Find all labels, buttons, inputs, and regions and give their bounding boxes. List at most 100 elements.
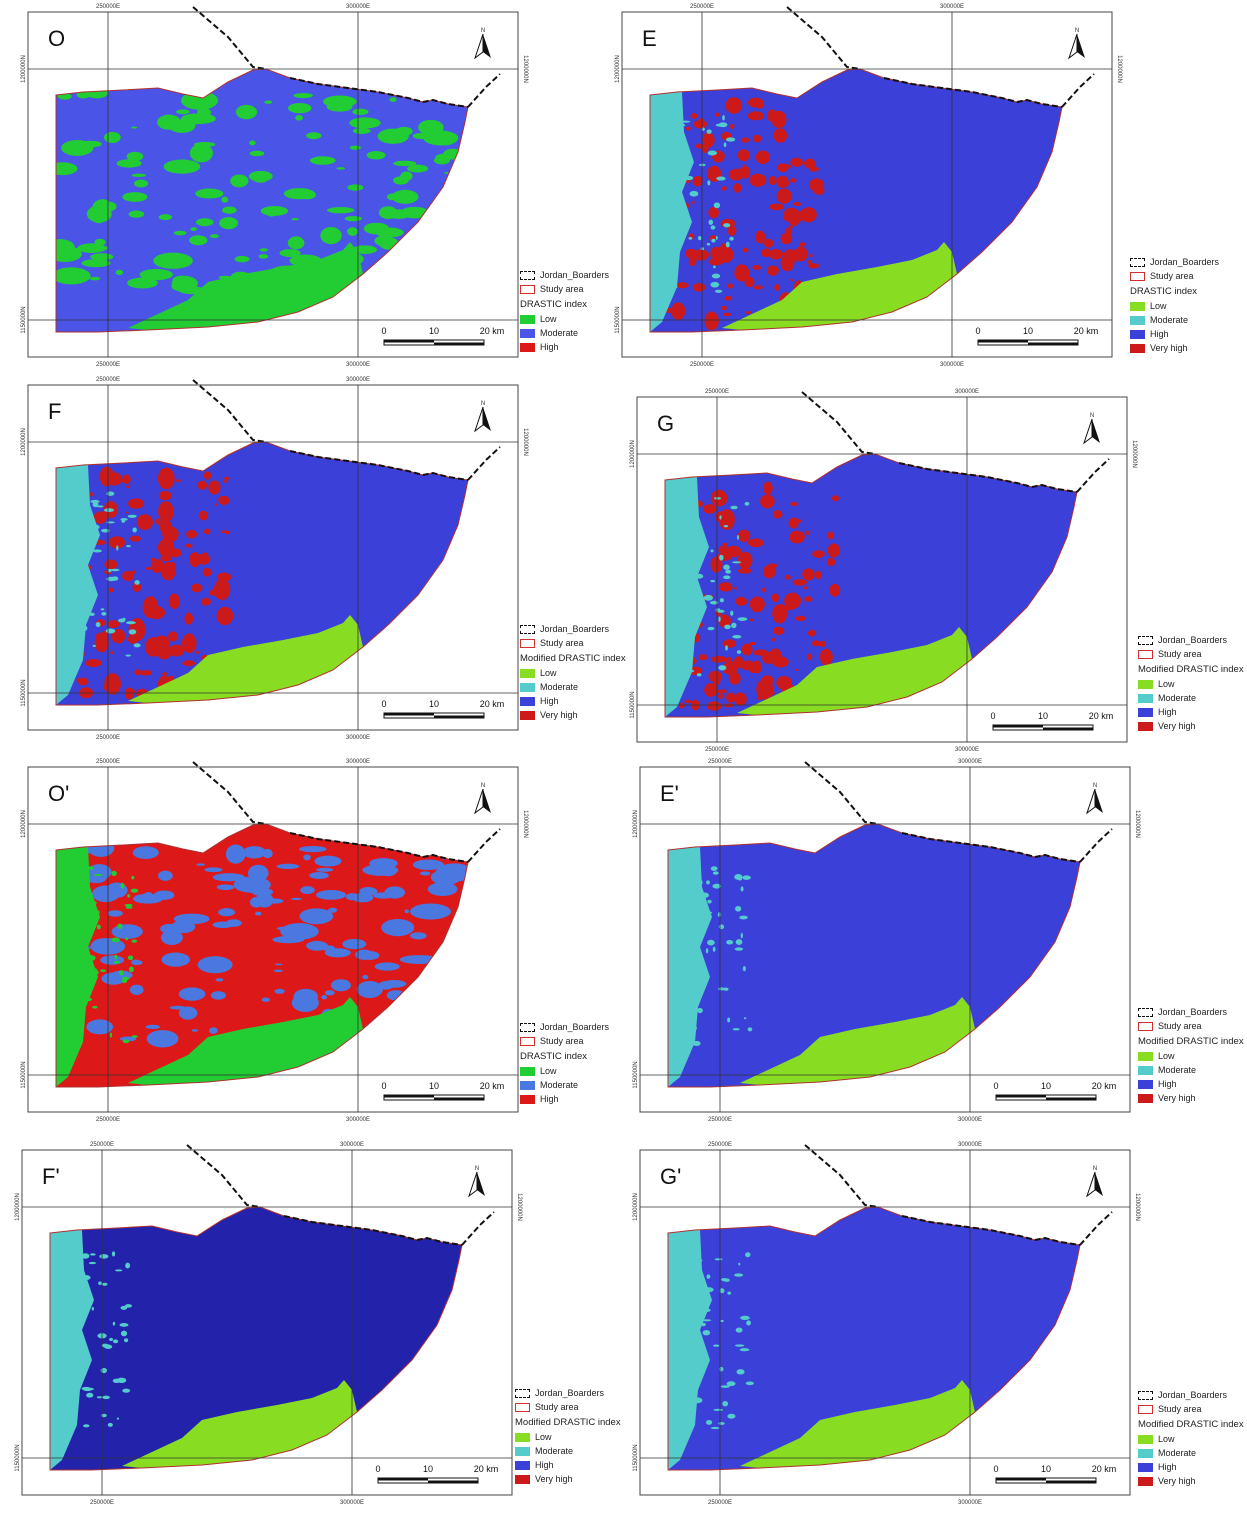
very-high-patch <box>814 570 822 580</box>
class-patch <box>276 863 300 870</box>
legend-item-high: High <box>520 1092 609 1106</box>
class-patch <box>712 265 716 269</box>
svg-text:N: N <box>481 28 485 34</box>
class-patch <box>235 104 258 120</box>
class-patch <box>82 1387 93 1392</box>
class-patch <box>112 1339 119 1344</box>
class-patch <box>122 617 126 622</box>
legend-swatch <box>515 1460 530 1470</box>
grid-label-e: 250000E <box>96 759 120 765</box>
very-high-patch <box>168 644 185 657</box>
class-patch <box>88 1261 97 1265</box>
legend-item-moderate: Moderate <box>520 680 626 694</box>
legend-swatch <box>520 1036 535 1046</box>
very-high-patch <box>737 551 753 569</box>
class-patch <box>706 880 710 885</box>
jordan-border-line <box>186 1144 495 1246</box>
class-patch <box>375 227 404 238</box>
class-patch <box>93 938 118 948</box>
class-patch <box>101 972 126 985</box>
class-patch <box>163 159 201 174</box>
class-patch <box>128 966 134 973</box>
very-high-patch <box>735 596 748 606</box>
very-high-patch <box>126 485 131 489</box>
very-high-patch <box>699 117 704 123</box>
legend-label: High <box>540 342 559 352</box>
class-patch <box>715 608 721 612</box>
class-patch <box>248 170 273 182</box>
grid-label-n: 1200000N <box>15 1193 21 1221</box>
left-strip-class <box>650 92 694 332</box>
legend-label: Moderate <box>1158 693 1197 703</box>
class-patch <box>315 890 347 900</box>
class-patch <box>157 114 181 130</box>
very-high-patch <box>726 545 742 558</box>
svg-text:10: 10 <box>1023 326 1033 336</box>
class-patch <box>347 227 358 236</box>
legend-swatch <box>1138 721 1153 731</box>
legend-item-moderate: Moderate <box>1138 1063 1244 1077</box>
very-high-patch <box>763 238 774 248</box>
legend-item-study-area: Study area <box>520 1034 609 1048</box>
class-patch <box>701 1308 711 1313</box>
class-patch <box>705 948 709 954</box>
very-high-patch <box>727 283 734 289</box>
legend-swatch <box>520 342 535 352</box>
legend-label: Study area <box>540 638 584 648</box>
class-patch <box>670 213 678 217</box>
legend-title: Modified DRASTIC index <box>515 1417 621 1428</box>
class-patch <box>702 1330 711 1336</box>
legend-item-high: High <box>1138 705 1244 719</box>
class-patch <box>95 621 101 628</box>
svg-text:0: 0 <box>375 1464 380 1474</box>
grid-label-n: 1150000N <box>21 1061 27 1088</box>
class-patch <box>712 883 722 889</box>
very-high-patch <box>218 496 227 503</box>
class-patch <box>173 230 187 236</box>
legend-label: Study area <box>1158 1021 1202 1031</box>
class-patch <box>120 518 128 521</box>
class-patch <box>730 505 738 510</box>
class-patch <box>120 1330 128 1337</box>
very-high-patch <box>718 693 724 700</box>
class-patch <box>249 150 265 157</box>
class-patch <box>117 923 123 930</box>
legend-item-moderate: Moderate <box>515 1444 621 1458</box>
legend-item-high: High <box>520 340 609 354</box>
class-patch <box>740 932 743 939</box>
map-panel-g: 250000E 300000E 250000E 300000E 1200000N 1150… <box>630 389 1237 767</box>
legend-label: Jordan_Boarders <box>1158 635 1228 645</box>
very-high-patch <box>777 163 789 173</box>
very-high-patch <box>711 208 719 216</box>
class-patch <box>77 1264 82 1268</box>
class-patch <box>134 580 140 585</box>
very-high-patch <box>771 637 776 642</box>
very-high-patch <box>795 668 799 671</box>
class-patch <box>726 1381 736 1387</box>
very-high-patch <box>769 203 784 211</box>
very-high-patch <box>104 673 121 695</box>
legend-label: High <box>1158 707 1177 717</box>
class-patch <box>118 970 124 976</box>
class-patch <box>692 927 699 930</box>
class-patch <box>132 527 137 533</box>
class-patch <box>261 997 270 1002</box>
very-high-patch <box>720 305 727 311</box>
jordan-border-line <box>192 761 501 863</box>
very-high-patch <box>148 605 165 620</box>
very-high-patch <box>162 671 167 676</box>
very-high-patch <box>127 634 139 644</box>
class-patch <box>128 629 137 635</box>
very-high-patch <box>108 587 114 593</box>
very-high-patch <box>827 531 835 540</box>
class-patch <box>708 219 714 225</box>
class-patch <box>125 621 136 625</box>
legend-item-low: Low <box>1138 1432 1244 1446</box>
legend-item-study-area: Study area <box>515 1400 621 1414</box>
class-patch <box>100 969 107 973</box>
class-patch <box>349 145 362 150</box>
class-patch <box>374 962 400 971</box>
svg-text:N: N <box>1093 783 1097 789</box>
very-high-patch <box>128 498 145 509</box>
very-high-patch <box>704 683 718 697</box>
